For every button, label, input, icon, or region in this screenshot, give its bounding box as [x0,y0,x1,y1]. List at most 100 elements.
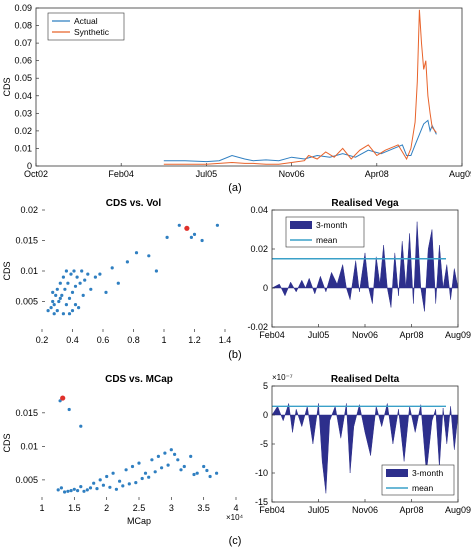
y-tick-label: 0.06 [14,56,32,66]
y-tick-label: 0.005 [15,475,38,485]
x-tick-label: Aug09 [449,169,471,179]
scatter-point [83,278,87,282]
y-axis-exponent: ×10⁻⁷ [272,373,293,382]
panel-label-b: (b) [228,349,241,361]
scatter-point [57,299,61,304]
scatter-point [55,287,59,291]
legend-label: 3-month [316,220,347,230]
x-tick-label: 2.5 [133,503,146,513]
scatter-point [64,303,68,307]
scatter-point [165,235,169,239]
y-tick-label: 0.09 [14,3,32,13]
scatter-point [61,275,65,279]
scatter-point [134,251,139,255]
scatter-point [143,471,148,475]
chart-title: CDS vs. Vol [106,198,162,209]
x-tick-label: 1.4 [219,335,232,345]
scatter-point [63,490,67,494]
scatter-point [163,451,167,455]
x-tick-label: Feb04 [259,330,285,340]
legend-swatch [290,221,312,229]
scatter-point [110,266,114,270]
scatter-point [79,424,83,428]
scatter-point [105,474,109,479]
scatter-point [153,470,157,474]
x-tick-label: 3.5 [197,503,210,513]
y-tick-label: 0.02 [20,205,38,215]
y-axis-label: CDS [2,261,12,280]
y-tick-label: 0.015 [15,236,38,246]
scatter-point [69,489,73,493]
scatter-point [127,482,131,486]
scatter-point [154,269,158,273]
series-line-synthetic [163,9,437,165]
scatter-point [108,485,112,489]
scatter-point [137,461,141,465]
chart-title: Realised Vega [331,198,399,209]
scatter-point [69,272,73,276]
x-axis-exponent: ×10⁴ [226,513,244,522]
scatter-point [67,296,72,300]
scatter-point [82,489,86,493]
y-tick-label: 0.01 [14,143,32,153]
scatter-point [59,486,64,490]
x-axis-label: MCap [127,516,151,526]
y-tick-label: -5 [260,439,268,449]
scatter-point [51,299,55,304]
scatter-point [156,454,160,458]
y-tick-label: 0.02 [14,126,32,136]
legend-label: mean [316,235,338,245]
scatter-point [134,481,138,485]
y-tick-label: -0.02 [247,322,268,332]
chart-title: CDS vs. MCap [105,374,173,385]
x-tick-label: Nov06 [352,330,378,340]
y-tick-label: 0.01 [20,266,38,276]
scatter-point [85,488,89,492]
x-tick-label: Apr08 [399,505,423,515]
y-tick-label: -15 [255,497,268,507]
chart-cds-vs-mcap: CDS vs. MCap CDS MCap ×10⁴ 0.005 0.01 0.015 1 1.… [2,374,244,526]
y-tick-label: 0.05 [14,73,32,83]
chart-a-frame [35,7,463,167]
x-tick-label: Nov06 [279,169,305,179]
scatter-point [46,309,50,313]
x-tick-label: Jul05 [308,505,330,515]
scatter-point [81,293,85,297]
x-tick-label: Jul05 [308,330,330,340]
y-tick-label: 0 [263,283,268,293]
y-tick-label: 0.015 [15,408,38,418]
scatter-point [195,471,199,475]
x-tick-label: Nov06 [352,505,378,515]
scatter-point [104,290,108,294]
x-tick-label: 3 [169,503,174,513]
scatter-point [118,479,122,483]
y-tick-label: 0.03 [14,108,32,118]
y-tick-label: 0.04 [250,205,268,215]
scatter-point [73,284,78,288]
scatter-point [61,312,65,316]
scatter-point [49,306,53,310]
x-tick-label: Feb04 [259,505,285,515]
scatter-point [98,272,102,276]
scatter-point [70,290,75,294]
scatter-point [75,275,79,279]
scatter-point [79,485,83,489]
scatter-point [67,407,71,412]
scatter-point [89,287,93,291]
y-tick-label: 0.07 [14,38,32,48]
scatter-point [64,269,68,273]
scatter-point [192,232,197,236]
series-area-3-month [271,403,459,494]
scatter-point [80,269,84,273]
x-tick-label: Aug09 [445,505,471,515]
scatter-point [88,486,93,490]
scatter-point [208,474,212,479]
scatter-point [52,303,56,307]
scatter-point [182,464,186,469]
scatter-point [192,472,196,477]
legend-label: mean [412,483,434,493]
scatter-point [114,487,118,491]
scatter-point [51,290,55,294]
scatter-point [179,468,183,472]
panel-label-a: (a) [228,182,241,194]
